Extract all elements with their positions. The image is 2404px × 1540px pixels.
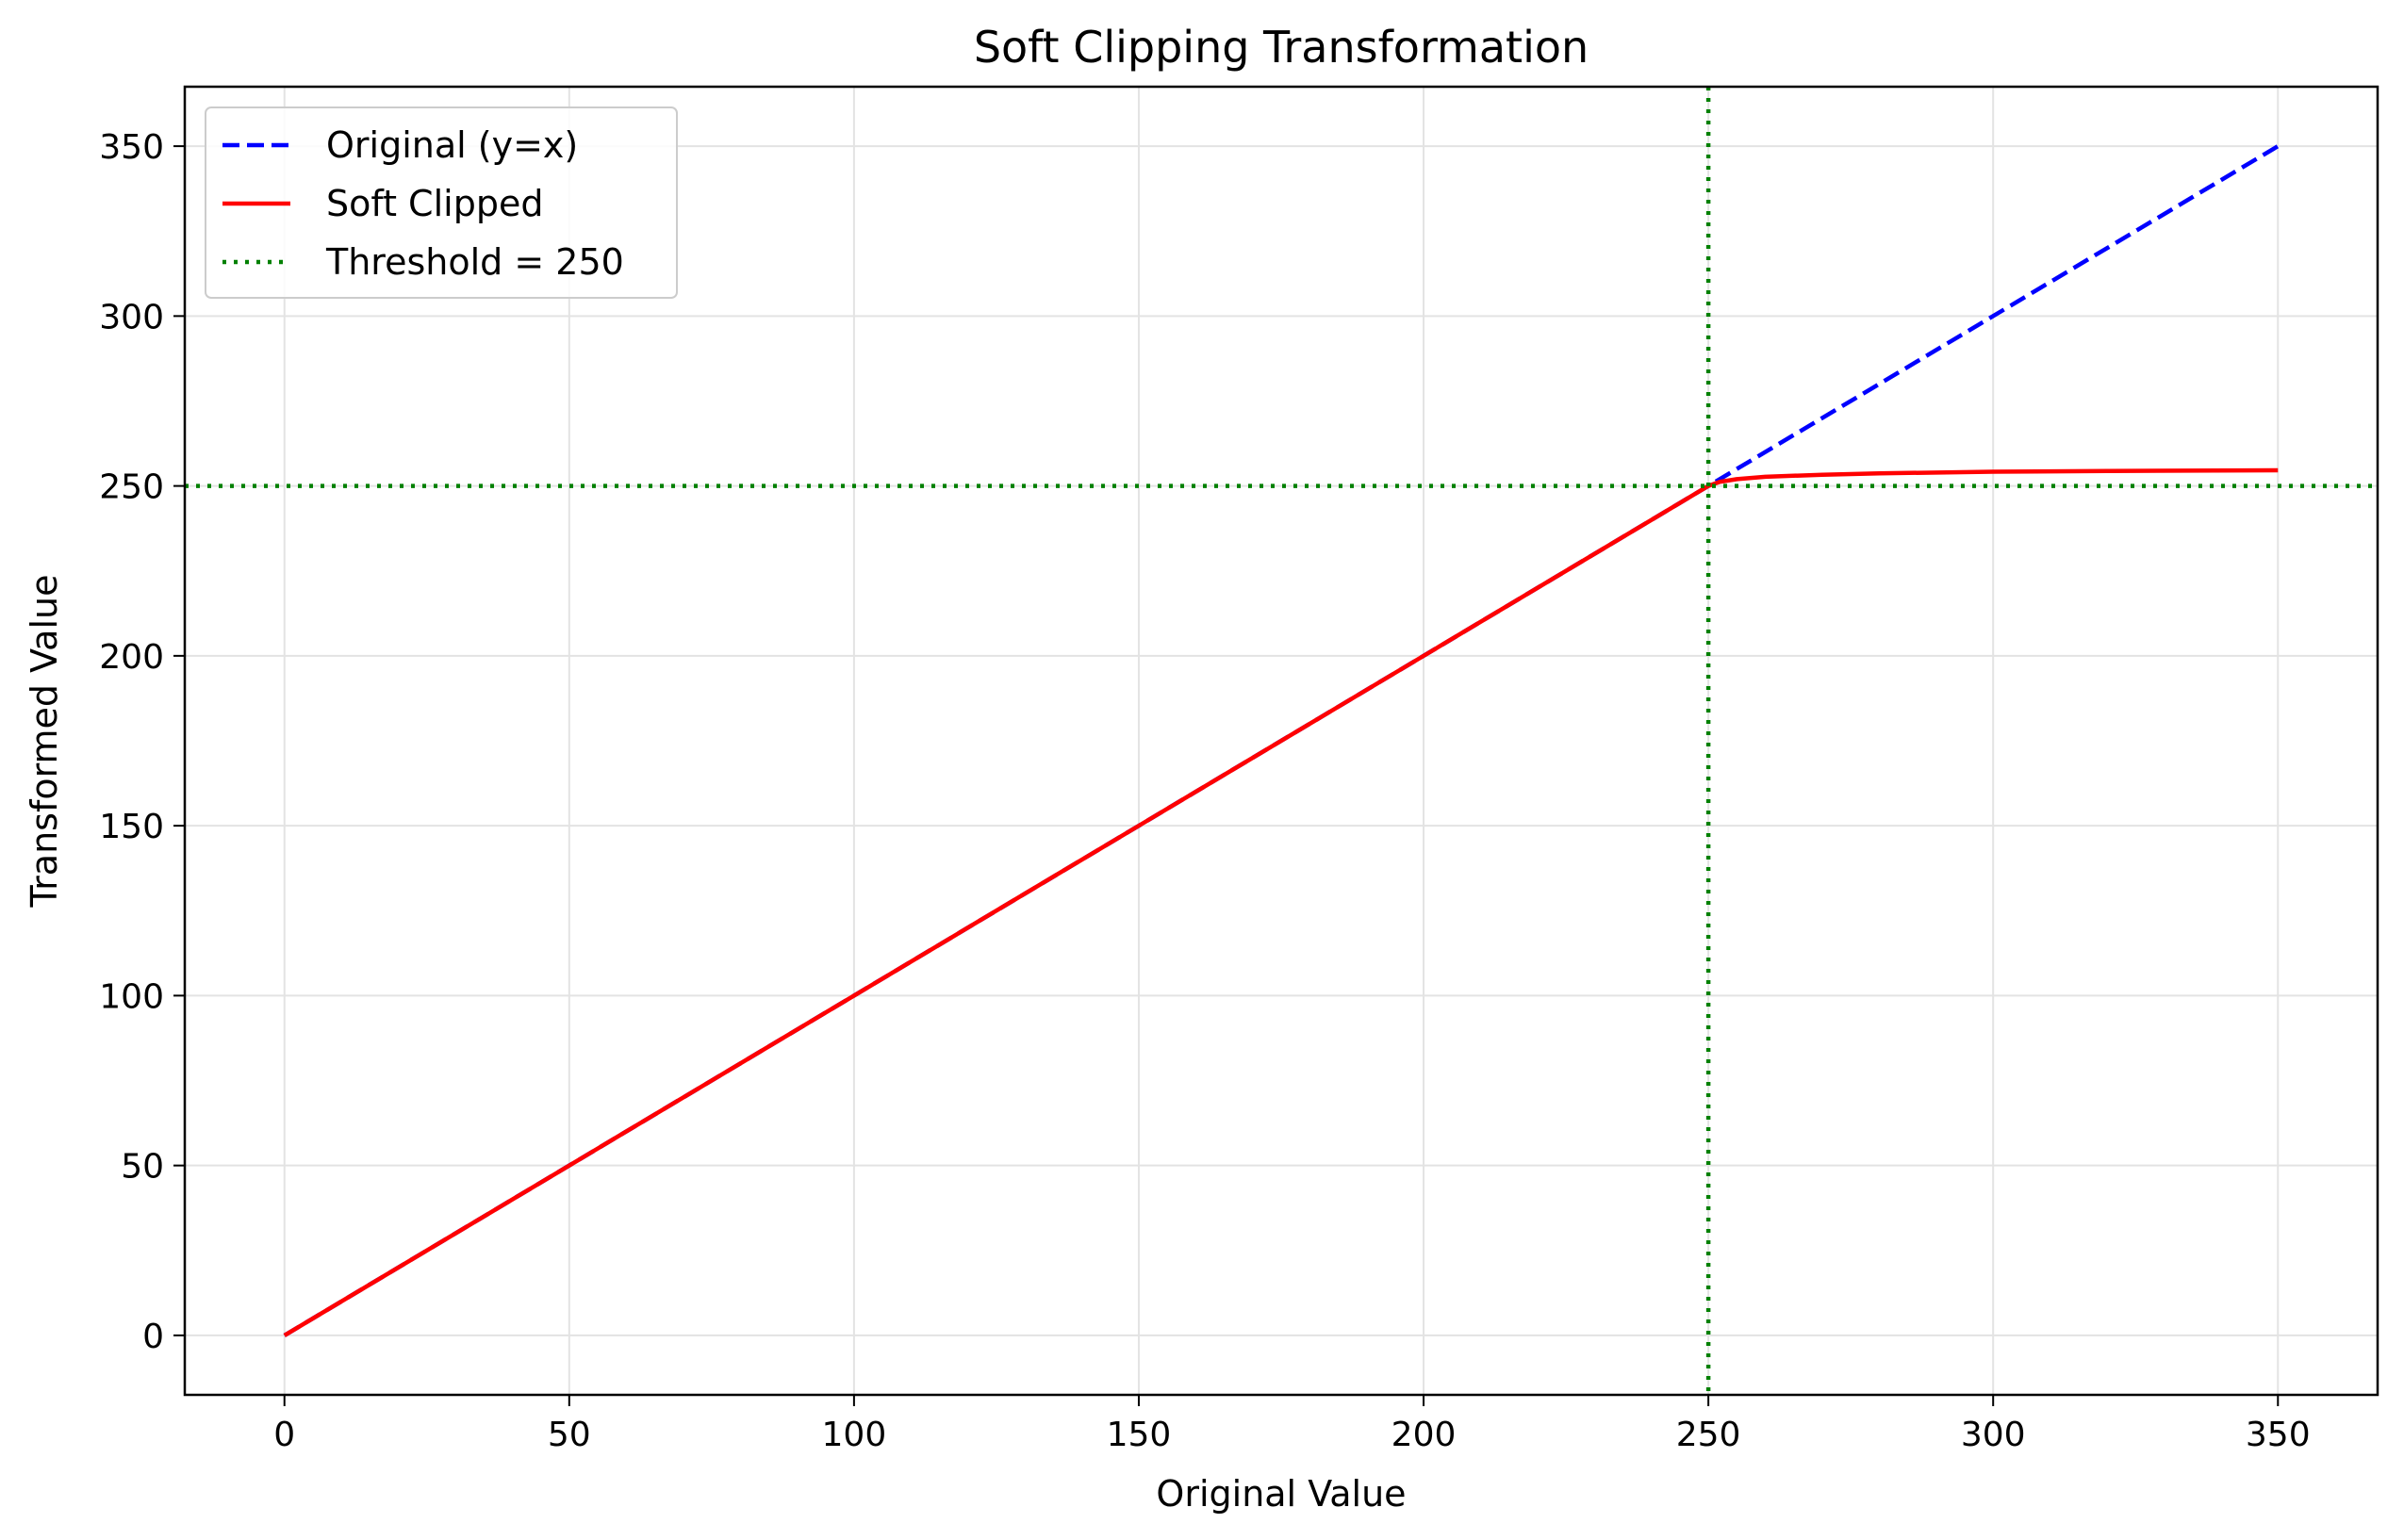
x-tick-label: 350 [2246,1416,2311,1454]
series-layer [185,87,2378,1395]
y-tick-label: 0 [142,1318,164,1356]
series-line-1 [283,467,2279,1337]
x-tick-label: 300 [1961,1416,2026,1454]
axis-ticks: 0 50 100 150 200 250 300 350 0 50 100 150 200 250 300 3… [99,128,2310,1454]
legend-box [205,106,678,299]
y-tick-label: 300 [99,298,164,336]
x-tick-label: 50 [548,1416,591,1454]
legend-label-2: Threshold = 250 [325,241,624,283]
y-tick-label: 50 [121,1148,164,1187]
legend-items: Original (y=x) Soft Clipped Threshold = 25… [222,124,624,283]
y-tick-label: 250 [99,468,164,507]
x-axis-label: Original Value [1156,1473,1406,1515]
y-tick-label: 150 [99,808,164,846]
x-tick-label: 100 [822,1416,887,1454]
x-tick-label: 250 [1676,1416,1741,1454]
legend-label-0: Original (y=x) [326,124,578,166]
legend-label-1: Soft Clipped [326,183,543,224]
legend: Original (y=x) Soft Clipped Threshold = 25… [205,106,678,299]
chart-title: Soft Clipping Transformation [974,22,1589,73]
y-tick-label: 350 [99,128,164,167]
plot-area-frame [183,85,2379,1397]
grid [185,87,2378,1395]
y-tick-label: 200 [99,638,164,677]
y-tick-label: 100 [99,977,164,1016]
x-tick-label: 200 [1391,1416,1457,1454]
x-tick-label: 150 [1107,1416,1172,1454]
y-axis-label: Transformed Value [24,575,65,909]
x-tick-label: 0 [273,1416,295,1454]
